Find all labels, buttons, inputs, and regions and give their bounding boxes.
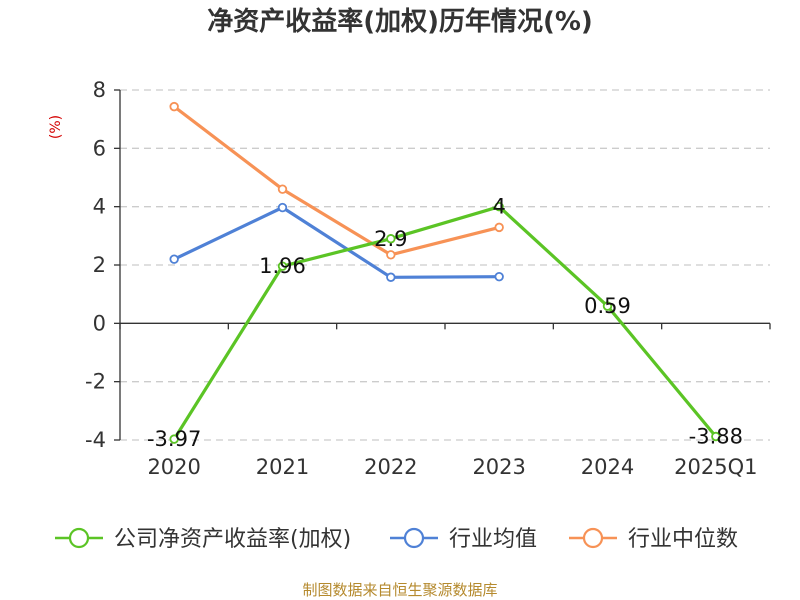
y-tick-label-3: 2 — [93, 253, 106, 277]
chart-title: 净资产收益率(加权)历年情况(%) — [207, 6, 593, 37]
series-layer — [169, 101, 721, 444]
series-line-1 — [173, 205, 500, 279]
series-2-point-3 — [494, 222, 504, 233]
x-tick-label-4: 2024 — [581, 455, 634, 479]
data-label-4: 0.59 — [584, 294, 631, 318]
y-tick-label-4: 0 — [93, 311, 106, 335]
legend-label-2: 行业中位数 — [628, 527, 738, 552]
grid-layer — [120, 89, 770, 441]
data-label-0: -3.97 — [147, 427, 201, 451]
data-label-2: 2.9 — [374, 227, 407, 251]
series-2-point-1 — [277, 184, 288, 194]
legend-label-0: 公司净资产收益率(加权) — [114, 527, 351, 552]
x-tick-label-5: 2025Q1 — [674, 455, 757, 479]
data-label-3: 4 — [492, 195, 505, 219]
series-1-point-0 — [169, 254, 179, 264]
legend: 公司净资产收益率(加权) 行业均值 行业中位数 — [55, 527, 738, 552]
y-tick-label-2: 4 — [93, 195, 106, 219]
legend-marker-2 — [582, 527, 604, 549]
data-label-5: -3.88 — [689, 425, 743, 449]
series-2-point-0 — [169, 101, 179, 112]
source-note: 制图数据来自恒生聚源数据库 — [302, 581, 497, 599]
series-0-point-1 — [277, 261, 288, 271]
x-tick-label-0: 2020 — [147, 455, 200, 479]
data-label-1: 1.96 — [259, 254, 306, 278]
series-0-point-3 — [494, 201, 504, 212]
legend-marker-0 — [68, 527, 90, 549]
y-tick-label-6: -4 — [85, 428, 106, 452]
x-tick-label-2: 2022 — [364, 455, 417, 479]
series-0-point-4 — [602, 301, 613, 311]
series-1-point-2 — [386, 272, 396, 282]
series-0-point-2 — [386, 234, 396, 244]
series-0-point-5 — [711, 431, 721, 442]
legend-marker-1 — [403, 527, 425, 549]
x-tick-label-1: 2021 — [256, 455, 309, 479]
series-2-point-2 — [386, 250, 396, 260]
y-tick-label-0: 8 — [93, 78, 106, 102]
series-1-point-3 — [494, 271, 504, 282]
series-0-point-0 — [169, 434, 179, 444]
series-line-0 — [172, 205, 718, 440]
data-label-layer: -3.97 1.96 2.9 4 0.59 -3.88 — [147, 195, 743, 451]
y-tick-label-5: -2 — [85, 370, 106, 394]
series-1-point-1 — [277, 202, 288, 213]
x-tick-label-3: 2023 — [472, 455, 525, 479]
y-unit-label: (%) — [48, 115, 64, 139]
legend-label-1: 行业均值 — [449, 527, 537, 552]
y-tick-label-1: 6 — [93, 136, 106, 160]
series-line-2 — [173, 105, 500, 257]
axis-layer: 8 6 4 2 0 -2 -4 2020 2021 2022 2023 2024 2025Q1 — [85, 78, 771, 479]
